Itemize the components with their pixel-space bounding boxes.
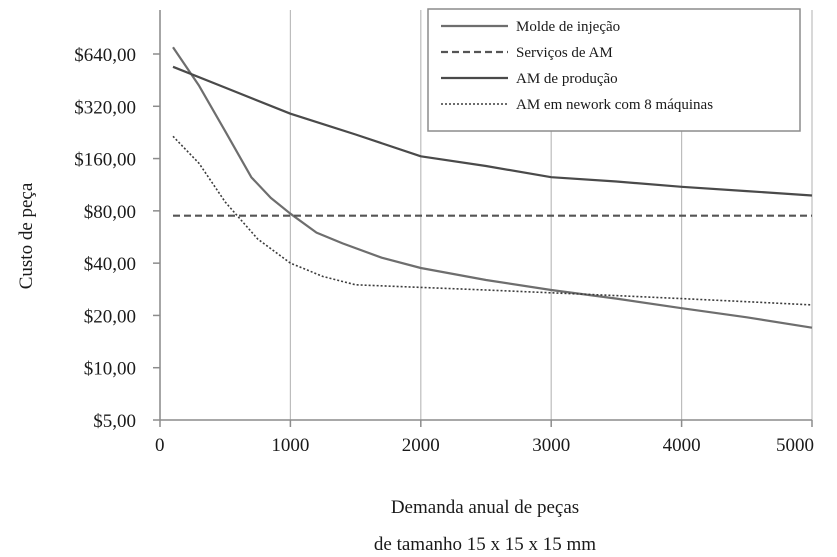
x-tick-label: 4000 xyxy=(663,435,701,456)
y-tick-label: $80,00 xyxy=(84,202,136,223)
legend-label-1: Molde de injeção xyxy=(516,19,620,35)
y-tick-label: $640,00 xyxy=(74,45,136,66)
y-tick-labels: $5,00 $10,00 $20,00 $40,00 $80,00 $160,00 $320… xyxy=(74,45,160,432)
axes xyxy=(159,10,812,421)
y-tick-label: $160,00 xyxy=(74,150,136,171)
legend-box xyxy=(427,8,801,132)
legend-label-3: AM de produção xyxy=(516,71,618,87)
y-tick-label: $20,00 xyxy=(84,306,136,327)
y-tick-label: $40,00 xyxy=(84,254,136,275)
y-tick-label: $320,00 xyxy=(74,97,136,118)
x-tick-labels: 0 1000 2000 3000 4000 5000 xyxy=(155,420,814,456)
y-tick-label: $5,00 xyxy=(93,411,136,432)
series-line-1 xyxy=(172,46,813,329)
x-tick-label: 1000 xyxy=(271,435,309,456)
y-axis-title: Custo de peça xyxy=(16,182,37,289)
y-tick-label: $10,00 xyxy=(84,359,136,380)
series-line-3 xyxy=(172,65,813,197)
x-axis-title-line-1: Demanda anual de peças xyxy=(391,497,579,518)
x-axis-title-line-2: de tamanho 15 x 15 x 15 mm xyxy=(374,534,596,555)
series-line-4 xyxy=(172,135,813,306)
x-tick-label: 5000 xyxy=(776,435,814,456)
x-tick-label: 2000 xyxy=(402,435,440,456)
x-tick-label: 3000 xyxy=(532,435,570,456)
series-layer xyxy=(172,46,813,329)
legend: Molde de injeção Serviços de AM AM de prod… xyxy=(427,8,801,132)
legend-label-4: AM em nework com 8 máquinas xyxy=(516,97,713,113)
legend-label-2: Serviços de AM xyxy=(516,45,613,61)
x-tick-label: 0 xyxy=(155,435,165,456)
